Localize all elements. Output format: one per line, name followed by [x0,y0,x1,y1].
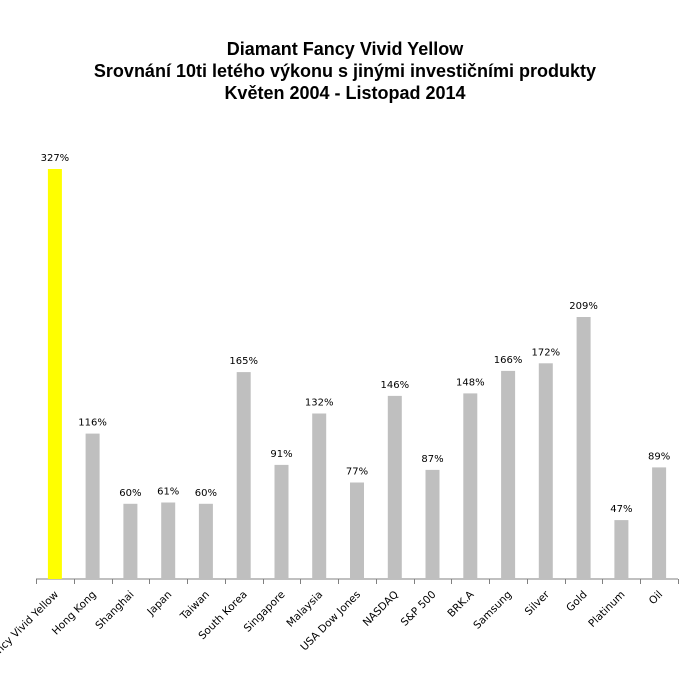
x-tick-label: Singapore [242,589,288,635]
chart-title-line-1: Diamant Fancy Vivid Yellow [226,39,464,59]
x-tick-label: Oil [647,589,665,607]
x-tick-label: BRK.A [445,588,477,620]
bar-singapore [274,464,289,579]
chart-title-line-2: Srovnání 10ti letého výkonu s jinými inv… [93,61,597,81]
data-label: 172% [532,347,561,358]
data-label: 132% [305,398,334,409]
x-tick-label: Japan [144,589,174,619]
x-tick-label: Gold [564,589,590,615]
bar-s-p-500 [425,469,440,579]
bar-taiwan [198,503,213,579]
data-label: 47% [610,504,632,515]
bar-hong-kong [85,433,100,579]
bar-silver [538,363,553,579]
data-label: 89% [648,451,670,462]
bar-usa-dow-jones [350,482,364,579]
x-tick-label: Taiwan [178,589,212,623]
x-tick-label: Silver [523,588,553,618]
data-label: 148% [456,377,485,388]
data-label: 60% [195,488,217,499]
data-label: 327% [41,153,70,164]
bar-malaysia [312,413,327,579]
bar-samsung [501,370,516,579]
bar-gold [576,317,591,579]
data-label: 91% [270,449,292,460]
x-tick-label: Platinum [586,589,627,630]
x-tick-label: NASDAQ [361,589,401,629]
bar-oil [652,467,667,579]
bar-south-korea [236,372,251,579]
bar-japan [161,502,176,579]
x-tick-label: Shanghai [93,589,136,632]
data-label: 165% [229,356,258,367]
bar-nasdaq [387,395,402,579]
data-label: 146% [381,380,410,391]
data-label: 116% [78,418,107,429]
bar-brk-a [463,393,478,579]
data-label: 166% [494,355,523,366]
data-label: 77% [346,467,368,478]
bar-fancy-vivid-yellow [47,169,62,579]
chart-title: Diamant Fancy Vivid Yellow Srovnání 10ti… [0,38,690,104]
x-tick-label: Samsung [471,589,514,632]
bar-shanghai [123,503,138,579]
data-label: 61% [157,487,179,498]
x-tick-label: S&P 500 [399,589,439,629]
chart-title-line-3: Květen 2004 - Listopad 2014 [224,83,466,103]
data-label: 60% [119,488,141,499]
data-label: 209% [569,301,598,312]
data-label: 87% [421,454,443,465]
bar-platinum [614,520,629,579]
